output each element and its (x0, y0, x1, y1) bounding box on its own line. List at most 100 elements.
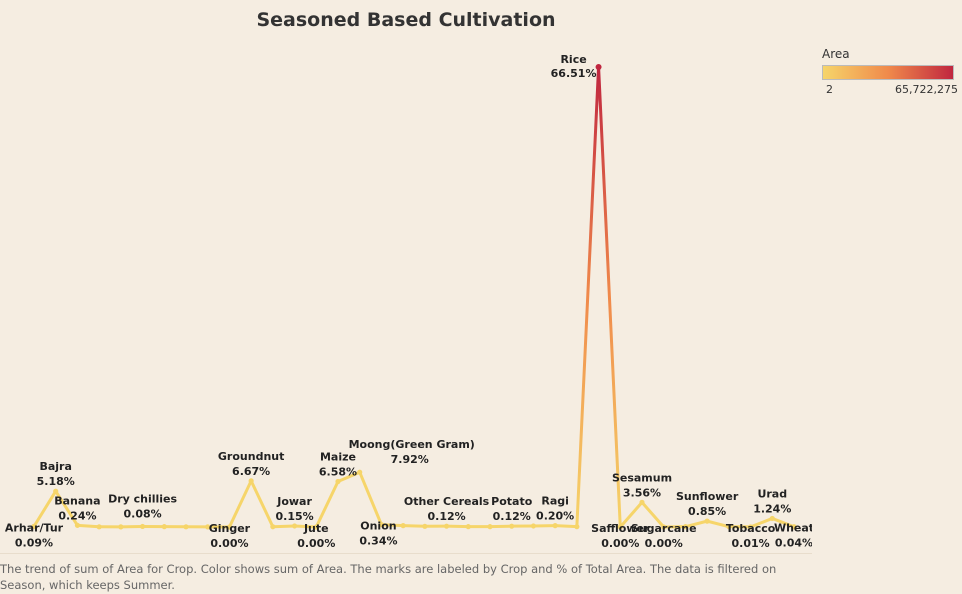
percent-label: 7.92% (391, 453, 429, 466)
data-point[interactable] (53, 488, 59, 494)
percent-label: 0.12% (427, 510, 465, 523)
line-segment (227, 479, 253, 529)
data-point[interactable] (422, 523, 428, 529)
line-segment (770, 516, 796, 529)
percent-label: 1.24% (753, 502, 791, 515)
data-point[interactable] (291, 523, 298, 529)
data-point[interactable] (465, 524, 471, 530)
legend-max-label: 65,722,275 (895, 83, 958, 96)
legend-title: Area (822, 47, 850, 61)
data-point[interactable] (509, 523, 515, 529)
data-point[interactable] (248, 478, 254, 484)
data-point[interactable] (335, 478, 341, 485)
percent-label: 0.09% (15, 536, 53, 549)
data-point[interactable] (378, 522, 385, 528)
data-point[interactable] (270, 524, 276, 530)
crop-label: Wheat (774, 522, 812, 535)
data-point[interactable] (639, 499, 645, 505)
percent-label: 0.04% (775, 537, 812, 550)
data-point[interactable] (183, 524, 189, 530)
data-point[interactable] (769, 515, 775, 522)
percent-label: 66.51% (551, 67, 597, 80)
chart-title: Seasoned Based Cultivation (256, 9, 556, 31)
data-point[interactable] (726, 524, 732, 530)
crop-label: Banana (54, 494, 100, 507)
line-segment (358, 470, 383, 527)
percent-label: 0.01% (731, 537, 769, 550)
line-segment (336, 470, 362, 483)
data-point[interactable] (357, 469, 363, 475)
line-chart[interactable]: Arhar/Tur 0.09% Bajra 5.18% Banana 0.24% Dry c… (0, 0, 812, 553)
crop-label: Maize (320, 450, 356, 463)
percent-label: 0.00% (601, 537, 639, 550)
crop-label: Moong(Green Gram) (349, 438, 475, 451)
data-point[interactable] (74, 522, 81, 528)
data-point[interactable] (791, 524, 797, 530)
line-segment (32, 489, 58, 528)
data-points (31, 64, 797, 530)
line-segment (314, 479, 340, 529)
line-segment (54, 489, 79, 527)
crop-label: Urad (757, 487, 787, 500)
crop-label: Sesamum (612, 471, 672, 484)
line-segment (553, 524, 579, 529)
data-point[interactable] (31, 523, 37, 529)
data-labels: Arhar/Tur 0.09% Bajra 5.18% Banana 0.24% Dry c… (5, 53, 812, 550)
crop-label: Bajra (39, 460, 71, 473)
crop-label: Dry chillies (108, 492, 177, 505)
data-point[interactable] (747, 524, 754, 530)
crop-label: Jowar (276, 495, 312, 508)
percent-label: 6.67% (232, 465, 270, 478)
data-point[interactable] (661, 524, 667, 530)
data-point[interactable] (118, 524, 124, 530)
data-point[interactable] (595, 64, 602, 70)
line-segment (640, 500, 666, 529)
line-segment (379, 523, 405, 528)
crop-label: Sunflower (676, 490, 739, 503)
percent-label: 0.00% (645, 537, 683, 550)
data-point[interactable] (552, 523, 558, 529)
data-point[interactable] (443, 523, 450, 529)
data-point[interactable] (704, 518, 710, 524)
crop-label: Ragi (541, 495, 569, 508)
crop-label: Ginger (209, 522, 251, 535)
percent-label: 0.34% (359, 535, 397, 548)
crop-label: Safflower (591, 522, 650, 535)
data-point[interactable] (487, 524, 493, 530)
data-point[interactable] (400, 523, 406, 529)
line-segment (749, 516, 774, 529)
line-segment (293, 524, 318, 529)
percent-label: 0.00% (297, 537, 335, 550)
line-segments (32, 65, 796, 529)
percent-label: 6.58% (319, 465, 357, 478)
crop-label: Onion (360, 520, 396, 533)
crop-label: Other Cereals (404, 495, 490, 508)
legend-gradient-bar (822, 65, 954, 80)
color-legend: Area 2 65,722,275 (822, 47, 958, 96)
divider (0, 553, 812, 554)
percent-label: 0.00% (210, 537, 248, 550)
data-point[interactable] (682, 524, 689, 530)
line-segment (597, 65, 622, 529)
data-point[interactable] (205, 524, 211, 530)
line-segment (271, 524, 297, 529)
line-segment (705, 519, 731, 529)
line-segment (575, 65, 601, 529)
percent-label: 5.18% (37, 475, 75, 488)
crop-label: Jute (303, 522, 329, 535)
data-point[interactable] (617, 524, 623, 530)
percent-label: 0.15% (275, 510, 313, 523)
crop-label: Groundnut (218, 450, 284, 463)
data-point[interactable] (226, 524, 233, 530)
chart-caption: The trend of sum of Area for Crop. Color… (0, 562, 777, 592)
data-point[interactable] (96, 524, 102, 530)
data-point[interactable] (313, 524, 319, 530)
data-point[interactable] (139, 523, 146, 530)
data-point[interactable] (161, 524, 167, 530)
line-segment (618, 500, 644, 529)
data-point[interactable] (574, 524, 580, 530)
data-point[interactable] (530, 523, 537, 529)
line-segment (75, 523, 101, 529)
line-segment (401, 524, 427, 528)
crop-label: Arhar/Tur (5, 521, 64, 534)
